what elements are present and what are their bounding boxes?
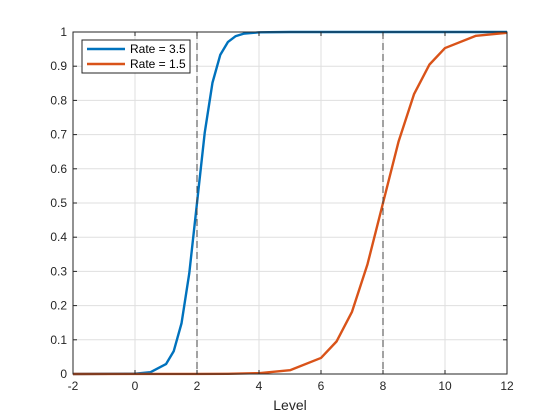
y-tick-label: 0.4 (50, 230, 67, 244)
y-tick-label: 0.9 (50, 59, 67, 73)
series-lines (72, 30, 508, 376)
x-tick-label: 4 (256, 379, 263, 393)
legend-box (81, 39, 191, 74)
y-tick-label: 0.5 (50, 196, 67, 210)
y-tick-label: 0 (60, 367, 67, 381)
y-tick-label: 1 (60, 25, 67, 39)
y-tick-label: 0.3 (50, 264, 67, 278)
series-line-1 (72, 30, 507, 376)
reference-lines (196, 32, 384, 374)
x-tick-label: 2 (194, 379, 201, 393)
x-axis-label: Level (273, 397, 306, 413)
y-tick-label: 0.2 (50, 299, 67, 313)
series-line-2 (72, 31, 508, 376)
x-tick-label: 8 (380, 379, 387, 393)
x-tick-label: 0 (132, 379, 139, 393)
y-tick-label: 0.7 (50, 128, 67, 142)
y-tick-label: 0.6 (50, 162, 67, 176)
x-tick-label: 6 (318, 379, 325, 393)
y-tick-label: 0.8 (50, 93, 67, 107)
y-tick-label: 0.1 (50, 333, 67, 347)
legend-label: Rate = 3.5 (130, 42, 186, 56)
x-tick-label: 10 (438, 379, 452, 393)
x-tick-label: -2 (68, 379, 79, 393)
legend-label: Rate = 1.5 (130, 57, 186, 71)
x-tick-label: 12 (500, 379, 514, 393)
